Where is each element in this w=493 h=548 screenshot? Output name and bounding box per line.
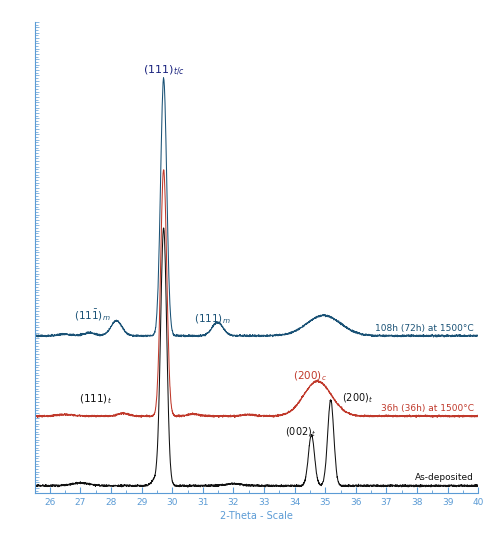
Text: $(002)_t$: $(002)_t$ — [284, 426, 316, 439]
Text: $(200)_t$: $(200)_t$ — [342, 391, 373, 405]
Text: $(111)_{t/c}$: $(111)_{t/c}$ — [142, 64, 184, 78]
Text: $(111)_t$: $(111)_t$ — [79, 392, 112, 406]
Text: As-deposited: As-deposited — [415, 473, 474, 482]
Text: $(11\bar{1})_m$: $(11\bar{1})_m$ — [74, 307, 111, 323]
Text: $(200)_c$: $(200)_c$ — [293, 370, 327, 384]
Text: 36h (36h) at 1500°C: 36h (36h) at 1500°C — [381, 404, 474, 413]
Text: 108h (72h) at 1500°C: 108h (72h) at 1500°C — [375, 323, 474, 333]
Text: $(111)_m$: $(111)_m$ — [194, 312, 230, 326]
X-axis label: 2-Theta - Scale: 2-Theta - Scale — [220, 511, 293, 521]
